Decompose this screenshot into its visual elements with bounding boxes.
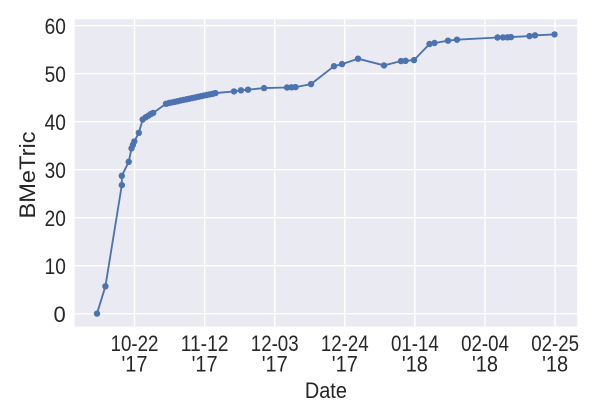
- svg-text:'17: '17: [122, 351, 148, 376]
- svg-text:Date: Date: [305, 378, 347, 403]
- svg-text:'17: '17: [262, 351, 288, 376]
- svg-text:'17: '17: [332, 351, 358, 376]
- svg-text:02-04: 02-04: [461, 331, 509, 356]
- svg-text:BMeTric: BMeTric: [15, 132, 40, 219]
- svg-text:20: 20: [45, 206, 66, 231]
- svg-text:02-25: 02-25: [531, 331, 579, 356]
- svg-text:'18: '18: [542, 351, 568, 376]
- svg-text:10-22: 10-22: [111, 331, 159, 356]
- svg-text:'17: '17: [192, 351, 218, 376]
- svg-text:60: 60: [45, 14, 66, 39]
- svg-text:10: 10: [45, 254, 66, 279]
- svg-text:40: 40: [45, 110, 66, 135]
- svg-text:11-12: 11-12: [181, 331, 229, 356]
- svg-text:01-14: 01-14: [391, 331, 439, 356]
- svg-text:'18: '18: [402, 351, 428, 376]
- svg-text:0: 0: [54, 302, 66, 327]
- svg-text:50: 50: [45, 62, 66, 87]
- svg-text:'18: '18: [472, 351, 498, 376]
- svg-text:30: 30: [45, 158, 66, 183]
- svg-text:12-24: 12-24: [321, 331, 369, 356]
- svg-text:12-03: 12-03: [251, 331, 299, 356]
